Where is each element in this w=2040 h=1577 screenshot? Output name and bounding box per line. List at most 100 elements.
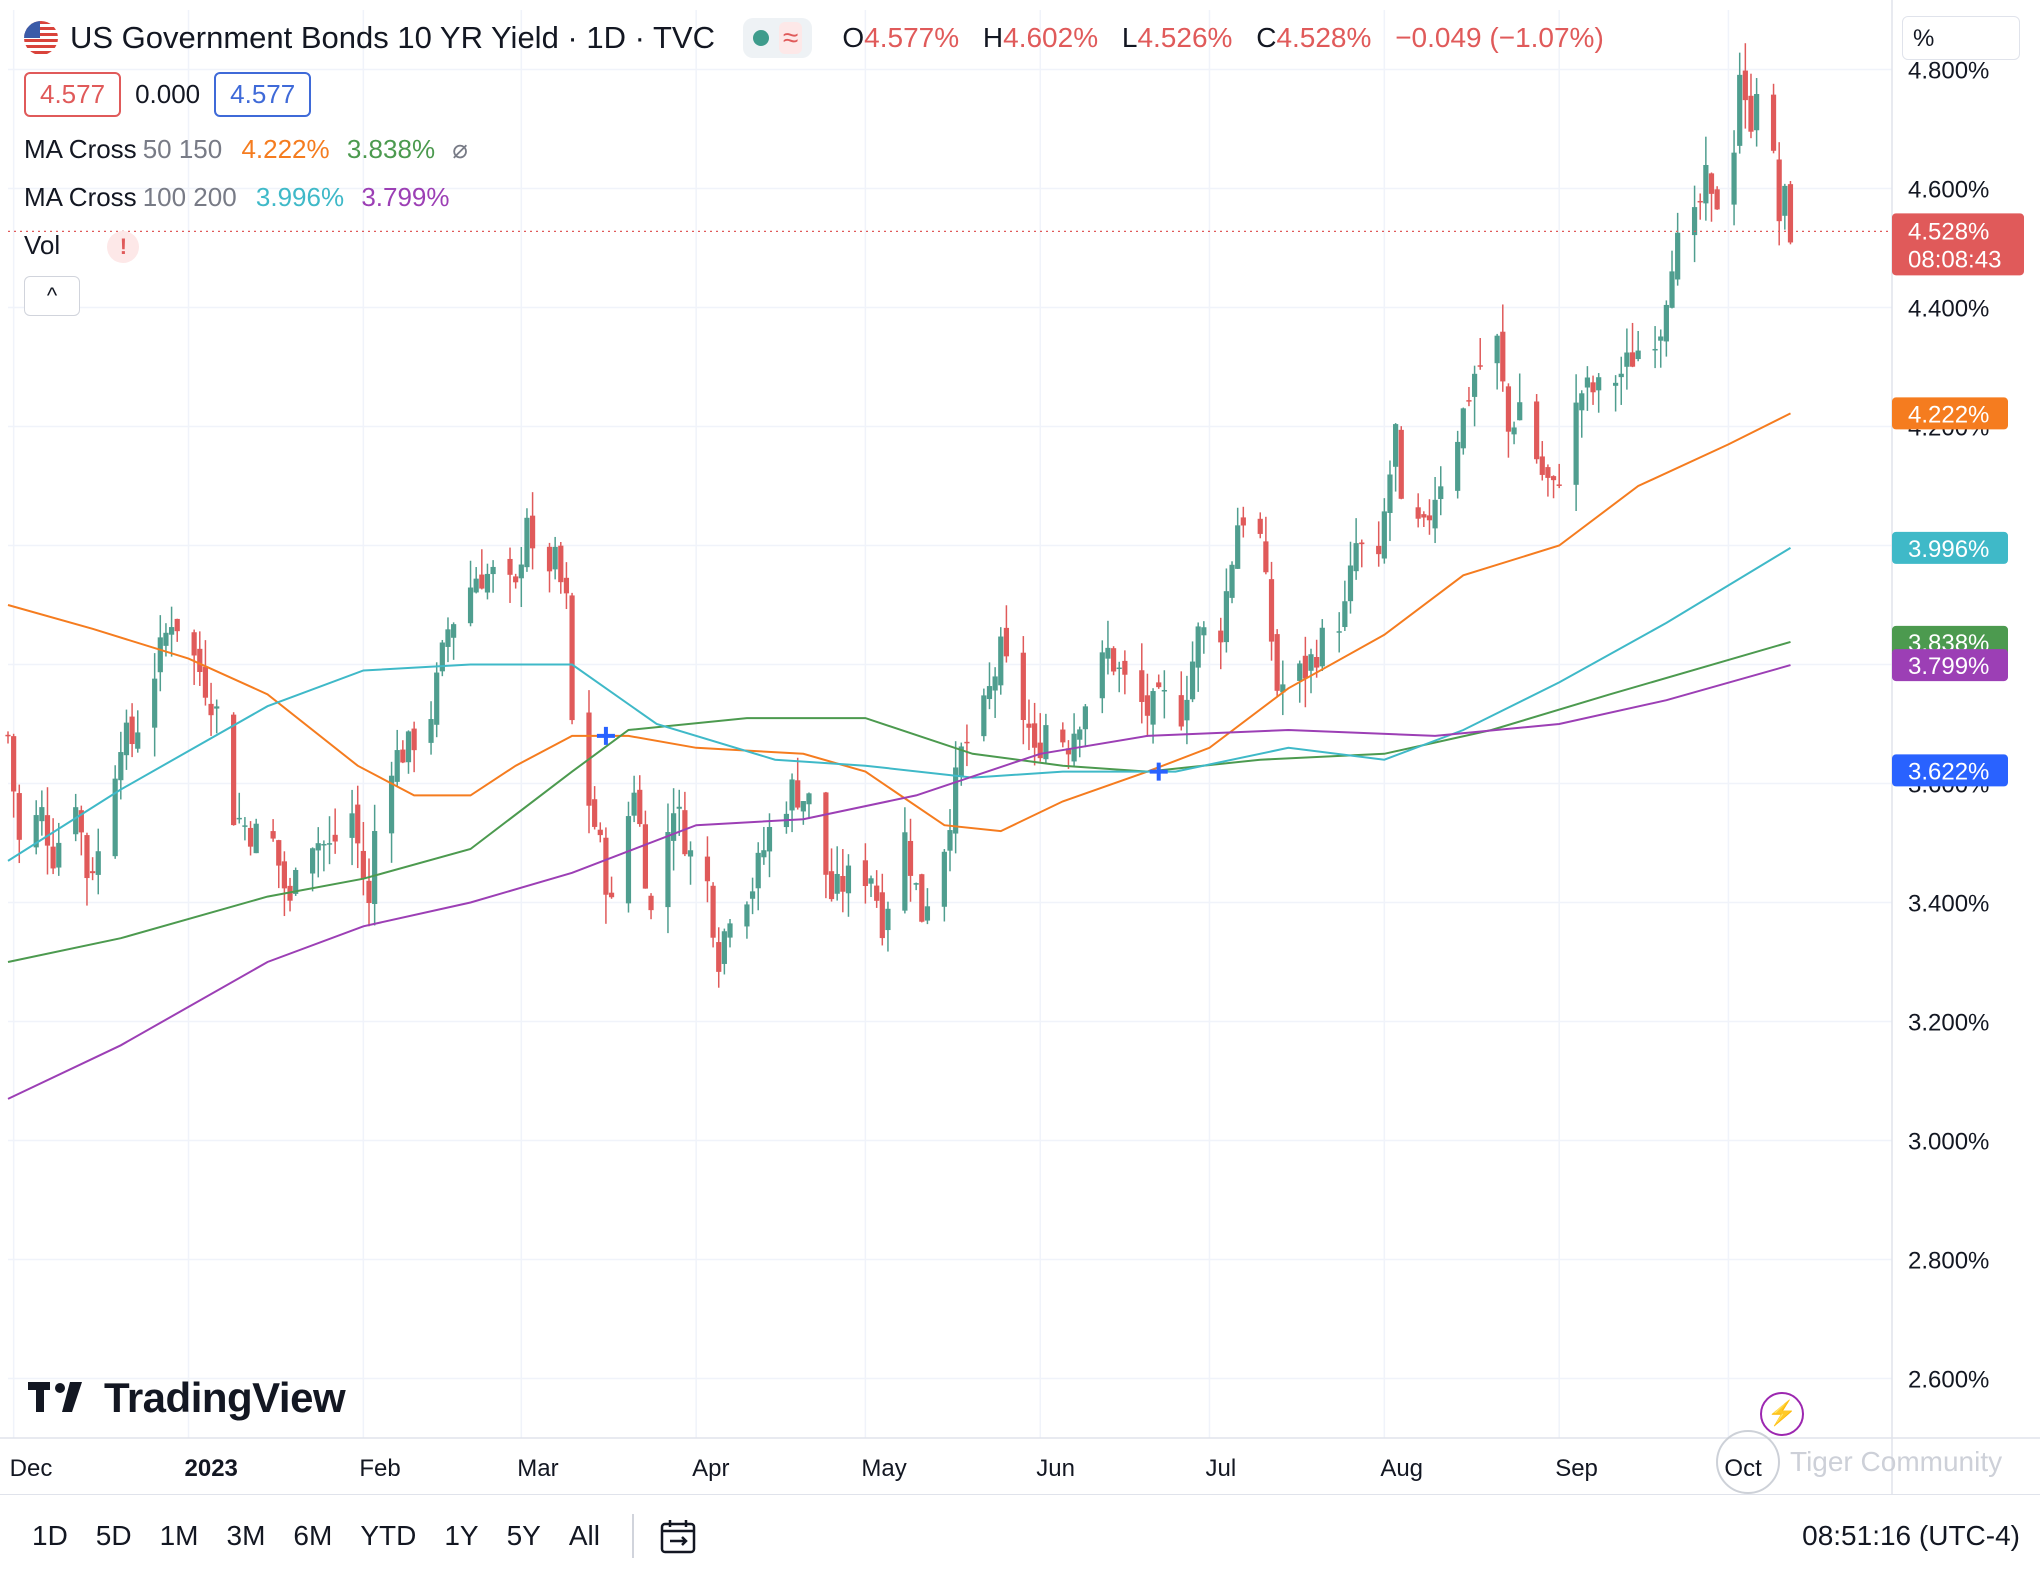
candle-body [400,749,406,763]
indicator-ma-cross-50-150[interactable]: MA Cross 50 150 4.222% 3.838% ⌀ [24,134,468,164]
tiger-logo-icon [1716,1430,1780,1494]
candle-body [1139,670,1145,702]
x-tick-label: Apr [692,1455,729,1482]
candle-body [315,843,321,851]
candle-body [1421,514,1427,518]
chart-grid [8,10,1892,1438]
x-tick-label: Aug [1380,1455,1423,1482]
candle-body [1590,382,1596,393]
candle-body [1020,652,1026,721]
candle-body [428,719,434,743]
candle-body [191,632,197,656]
candle-body [924,906,931,921]
y-tick-label: 4.800% [1908,58,1989,85]
candle-body [507,558,513,575]
candle-body [253,823,259,854]
indicator-volume[interactable]: Vol ! [24,230,140,263]
ma50-line [7,412,1791,833]
candle-body [1415,507,1421,519]
range-button-3m[interactable]: 3M [226,1520,266,1551]
candle-body [1596,377,1602,391]
range-button-1m[interactable]: 1M [159,1520,199,1551]
candle-body [321,843,327,846]
candle-body [276,840,282,866]
candle-body [366,880,372,904]
candle-body [1359,542,1365,545]
candle-body [1347,565,1354,602]
clock-timezone[interactable]: 08:51:16 (UTC-4) [1802,1520,2020,1551]
x-tick-label: Jun [1036,1455,1075,1482]
candle-body [157,637,163,673]
buy-price-box[interactable]: 4.577 [214,72,312,117]
candle-body [941,851,947,907]
indicator-ma-cross-100-200[interactable]: MA Cross 100 200 3.996% 3.799% [24,182,450,212]
candle-body [1077,729,1083,740]
axes: 4.800%4.600%4.400%4.200%4.000%3.800%3.60… [0,0,2040,1494]
tradingview-logo-icon [28,1382,82,1412]
candle-body [1398,429,1404,499]
range-button-all[interactable]: All [568,1520,600,1551]
candle-body [1229,564,1235,598]
range-button-5d[interactable]: 5D [95,1520,132,1551]
candle-body [1426,515,1433,521]
candle-body [1003,627,1010,657]
candle-body [1708,173,1715,194]
x-tick-label: May [861,1455,906,1482]
candle-body [163,632,169,646]
candle-body [1618,373,1624,378]
candle-body [332,834,338,842]
range-button-ytd[interactable]: YTD [360,1520,417,1551]
candle-body [569,595,575,721]
candle-body [281,861,287,889]
candle-body [1150,691,1156,725]
candle-body [1703,165,1709,204]
candle-body [11,736,17,792]
candle-body [953,767,959,834]
market-status-pill[interactable]: ≈ [742,18,813,58]
candle-body [608,892,615,898]
collapse-legend-button[interactable]: ^ [24,276,80,316]
candle-body [1116,667,1122,670]
candle-body [1032,723,1038,748]
candle-body [558,545,564,583]
candle-body [78,810,84,833]
candle-body [1218,630,1224,643]
price-unit-selector[interactable]: % [1902,16,2020,60]
candle-body [1043,725,1049,760]
candle-body [597,829,603,836]
symbol-title[interactable]: US Government Bonds 10 YR Yield · 1D · T… [70,20,715,55]
price-marker-label: 3.622% [1908,758,1989,785]
chart-canvas[interactable]: 4.800%4.600%4.400%4.200%4.000%3.800%3.60… [0,0,2040,1494]
candle-body [1754,94,1760,131]
candle-body [1500,331,1506,382]
range-button-1y[interactable]: 1Y [444,1520,479,1551]
range-button-5y[interactable]: 5Y [506,1520,541,1551]
candle-body [1353,543,1359,572]
sell-price-box[interactable]: 4.577 [24,72,122,117]
candle-body [1387,474,1393,513]
candle-body [1613,382,1619,386]
ma50-value: 4.222% [241,134,330,164]
y-tick-label: 4.400% [1908,296,1989,323]
ma150-line [7,640,1791,963]
candle-body [484,573,491,593]
candle-body [1635,350,1641,360]
candle-body [919,874,925,922]
range-button-6m[interactable]: 6M [293,1520,333,1551]
x-tick-label: 2023 [185,1455,238,1482]
candle-body [242,825,248,827]
go-to-date-button[interactable] [631,1514,702,1558]
candle-body [473,578,479,593]
candle-body [913,883,919,885]
range-button-1d[interactable]: 1D [32,1520,68,1551]
x-tick-label: Feb [359,1455,400,1482]
candle-body [1189,661,1196,700]
cross-marker-icon [596,726,615,745]
candle-body [947,830,953,851]
candle-body [1629,352,1636,367]
change-readout: −0.049 (−1.07%) [1395,22,1604,53]
cross-markers [596,726,1168,781]
chart-header: US Government Bonds 10 YR Yield · 1D · T… [24,16,1620,60]
lightning-icon[interactable]: ⚡ [1760,1392,1804,1436]
candle-body [1550,476,1557,481]
